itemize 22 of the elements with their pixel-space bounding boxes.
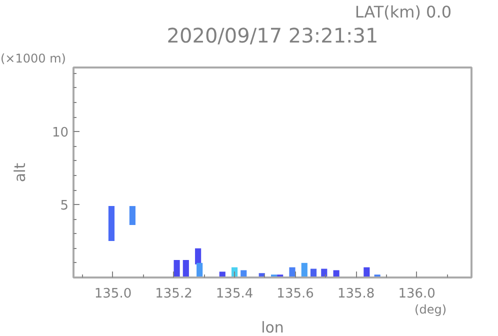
x-tick-label: 135.6 — [276, 286, 314, 302]
y-axis-title: alt — [10, 162, 29, 182]
text: LAT(km) 0.0 — [354, 2, 452, 22]
y-tick-label: 10 — [52, 126, 69, 141]
bar — [182, 260, 189, 278]
chart-title: 2020/09/17 23:21:31 — [166, 24, 378, 48]
y-tick-label: 5 — [60, 198, 69, 214]
bar — [174, 260, 180, 278]
x-tick-label: 135.8 — [337, 286, 375, 302]
text: (deg) — [414, 302, 447, 316]
bar — [195, 248, 202, 264]
x-tick-label: 135.4 — [216, 286, 254, 302]
x-tick-label: 135.0 — [94, 286, 132, 302]
x-axis-title: lon — [261, 318, 284, 336]
x-tick-label: 135.2 — [155, 286, 192, 302]
bar — [289, 267, 296, 278]
bar — [129, 206, 136, 225]
bar — [301, 262, 308, 278]
x-tick-label: 136.0 — [398, 286, 436, 302]
text: (×1000 m) — [0, 52, 66, 66]
bar — [196, 262, 203, 278]
bar — [108, 206, 115, 242]
